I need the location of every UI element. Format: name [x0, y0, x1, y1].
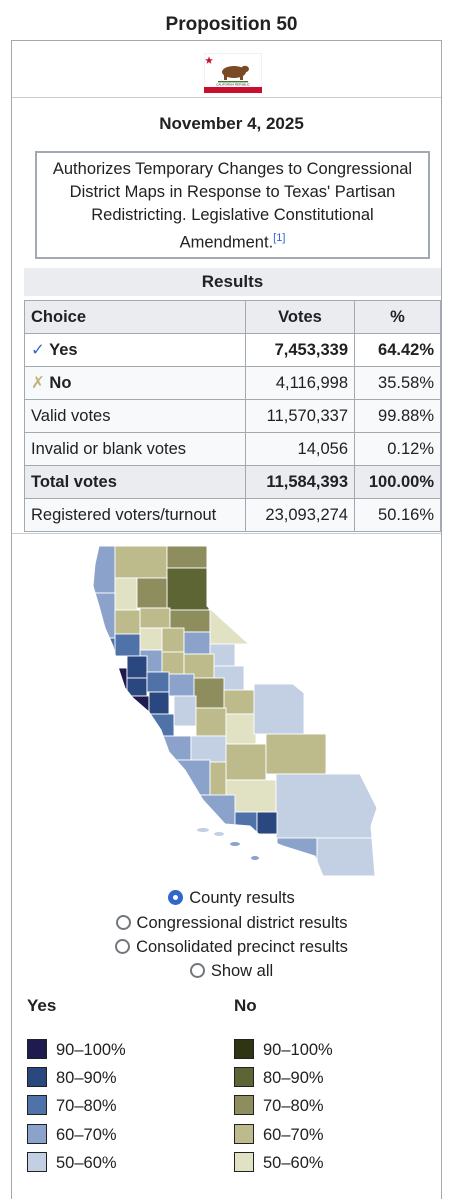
no-swatch — [234, 1123, 254, 1144]
radio-unselected-icon[interactable] — [115, 915, 131, 930]
california-flag: CALIFORNIA REPUBLIC — [204, 53, 262, 93]
votes-cell: 11,570,337 — [245, 399, 355, 433]
no-legend-row: 90–100% — [234, 1039, 333, 1061]
column-header-percent: % — [354, 300, 441, 334]
description-text: Authorizes Temporary Changes to Congress… — [52, 160, 413, 252]
page-title: Proposition 50 — [165, 14, 298, 35]
choice-label: No — [49, 374, 72, 392]
reference-link[interactable]: [1] — [273, 232, 286, 244]
column-header-choice: Choice — [24, 300, 246, 334]
option-label: County results — [189, 889, 295, 907]
percent-cell: 50.16% — [354, 498, 441, 532]
votes-cell: 4,116,998 — [245, 366, 355, 400]
no-legend-row: 80–90% — [234, 1067, 324, 1089]
table-row: Total votes 11,584,393 100.00% — [24, 465, 441, 499]
no-legend-row: 60–70% — [234, 1123, 324, 1146]
no-legend-row: 50–60% — [234, 1151, 324, 1174]
option-label: Congressional district results — [136, 914, 348, 932]
yes-legend-label: 90–100% — [56, 1041, 126, 1059]
proposition-description: Authorizes Temporary Changes to Congress… — [35, 151, 430, 259]
yes-swatch — [27, 1151, 47, 1172]
results-heading: Results — [24, 268, 441, 296]
check-icon: ✓ — [31, 341, 45, 359]
no-swatch — [234, 1067, 254, 1088]
percent-cell: 99.88% — [354, 399, 441, 433]
option-show-all[interactable]: Show all — [0, 962, 463, 981]
option-county-results[interactable]: County results — [0, 889, 463, 908]
column-header-votes: Votes — [245, 300, 355, 334]
yes-legend-row: 50–60% — [27, 1151, 117, 1174]
yes-swatch — [27, 1095, 47, 1116]
results-table: Choice Votes % ✓ Yes 7,453,339 64.42% ✗ … — [24, 300, 441, 532]
percent-cell: 64.42% — [354, 333, 441, 367]
yes-legend-label: 70–80% — [56, 1097, 117, 1116]
yes-legend-label: 50–60% — [56, 1153, 117, 1172]
votes-cell: 11,584,393 — [245, 465, 355, 499]
choice-cell: ✗ No — [24, 366, 246, 400]
no-legend-label: 70–80% — [263, 1097, 324, 1116]
choice-label: Yes — [49, 341, 78, 359]
radio-unselected-icon[interactable] — [115, 939, 131, 954]
yes-swatch — [27, 1067, 47, 1088]
choice-cell: Registered voters/turnout — [24, 498, 246, 532]
radio-unselected-icon[interactable] — [189, 963, 205, 978]
table-row: ✓ Yes 7,453,339 64.42% — [24, 333, 441, 367]
no-legend-label: 50–60% — [263, 1153, 324, 1172]
legend-no-title: No — [234, 996, 257, 1015]
legend-yes-title: Yes — [27, 996, 57, 1015]
no-swatch — [234, 1039, 254, 1059]
table-row: Valid votes 11,570,337 99.88% — [24, 399, 441, 433]
percent-cell: 100.00% — [354, 465, 441, 499]
county-results-map — [92, 545, 378, 877]
no-swatch — [234, 1095, 254, 1116]
choice-cell: Total votes — [24, 465, 246, 499]
table-row: Registered voters/turnout 23,093,274 50.… — [24, 498, 441, 532]
yes-legend-label: 60–70% — [56, 1125, 117, 1144]
option-label: Consolidated precinct results — [136, 938, 348, 956]
svg-text:CALIFORNIA REPUBLIC: CALIFORNIA REPUBLIC — [216, 83, 251, 87]
yes-swatch — [27, 1123, 47, 1144]
yes-swatch — [27, 1039, 47, 1059]
no-legend-row: 70–80% — [234, 1095, 324, 1117]
option-label: Show all — [210, 962, 274, 980]
election-date: November 4, 2025 — [159, 114, 304, 133]
percent-cell: 0.12% — [354, 432, 441, 466]
votes-cell: 7,453,339 — [245, 333, 355, 367]
radio-selected-icon[interactable] — [168, 890, 184, 905]
no-swatch — [234, 1151, 254, 1172]
percent-cell: 35.58% — [354, 366, 441, 400]
no-legend-label: 80–90% — [263, 1069, 324, 1088]
yes-legend-row: 70–80% — [27, 1095, 117, 1117]
votes-cell: 23,093,274 — [245, 498, 355, 532]
choice-cell: Valid votes — [24, 399, 246, 433]
choice-cell: ✓ Yes — [24, 333, 246, 367]
yes-legend-label: 80–90% — [56, 1069, 117, 1088]
divider — [12, 533, 441, 534]
option-precinct-results[interactable]: Consolidated precinct results — [0, 938, 463, 957]
table-row: ✗ No 4,116,998 35.58% — [24, 366, 441, 400]
no-legend-label: 60–70% — [263, 1125, 324, 1144]
yes-legend-row: 80–90% — [27, 1067, 117, 1089]
cross-icon: ✗ — [31, 374, 45, 392]
divider — [12, 97, 441, 98]
table-header-row: Choice Votes % — [24, 300, 441, 334]
yes-legend-row: 60–70% — [27, 1123, 117, 1146]
no-legend-label: 90–100% — [263, 1041, 333, 1059]
yes-legend-row: 90–100% — [27, 1039, 126, 1061]
option-district-results[interactable]: Congressional district results — [0, 914, 463, 933]
votes-cell: 14,056 — [245, 432, 355, 466]
choice-cell: Invalid or blank votes — [24, 432, 246, 466]
table-row: Invalid or blank votes 14,056 0.12% — [24, 432, 441, 466]
